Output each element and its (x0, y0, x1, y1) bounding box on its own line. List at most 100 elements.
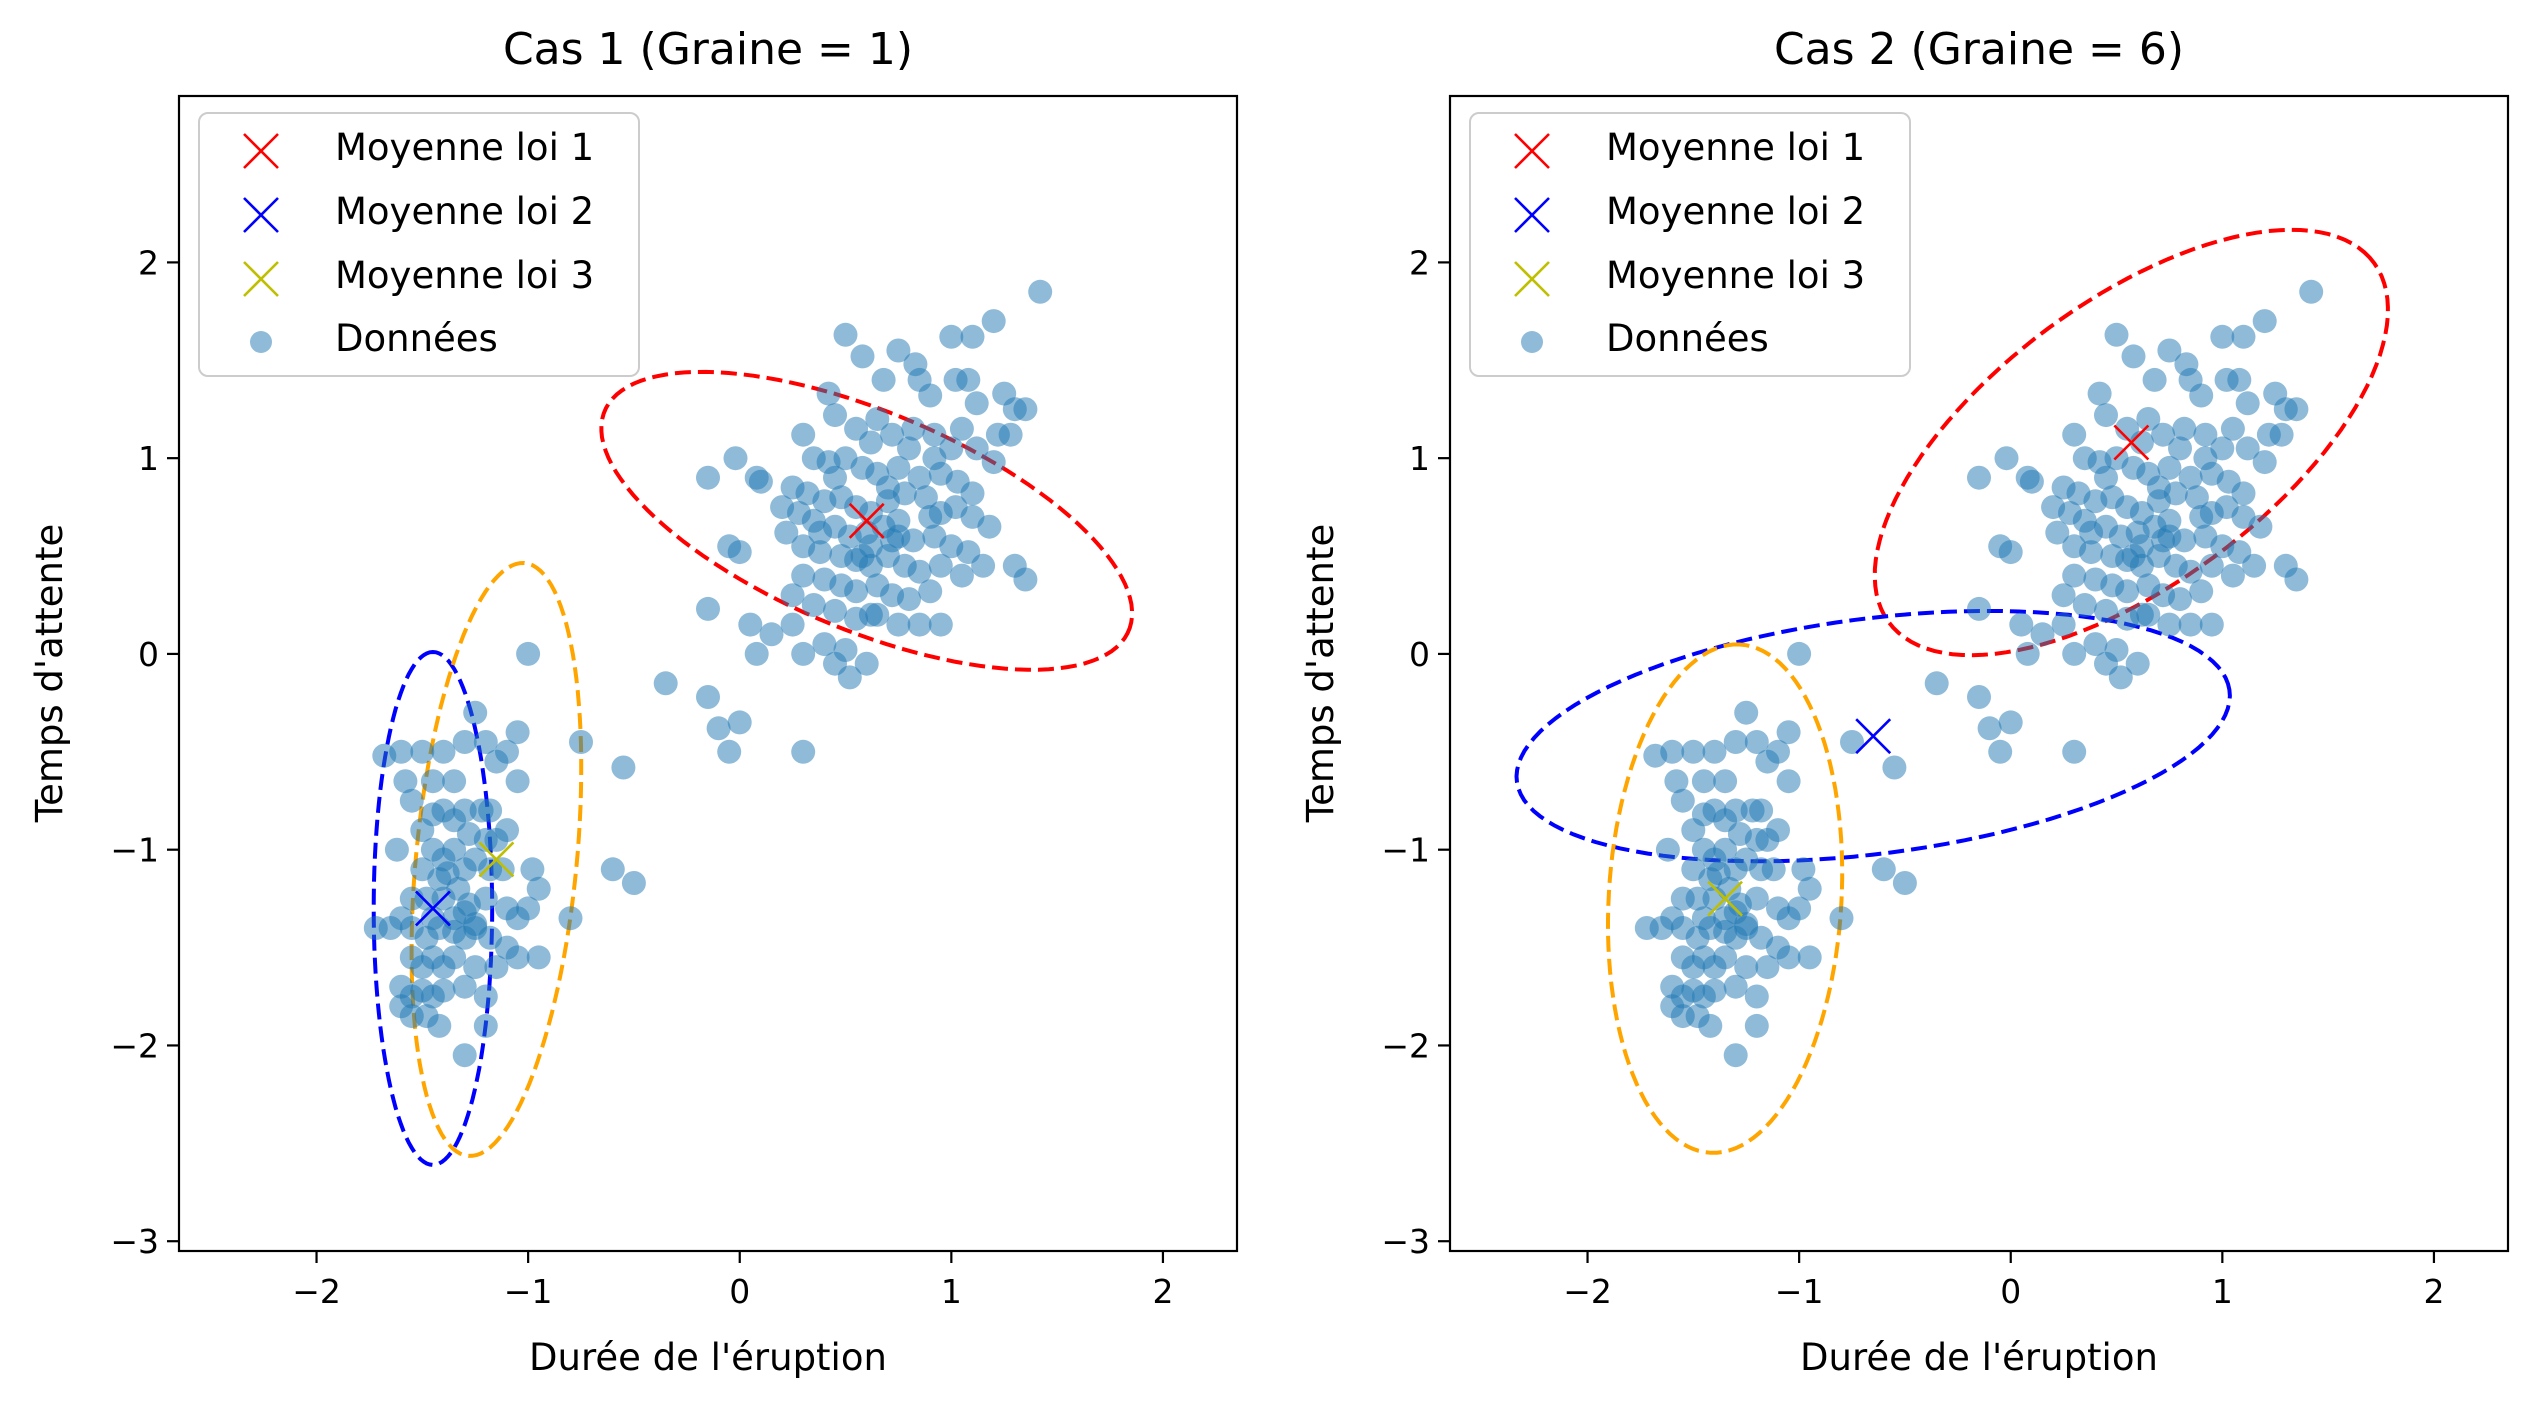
data-point (1840, 730, 1864, 754)
x-tick-label: 2 (2423, 1272, 2444, 1311)
data-point (2151, 528, 2176, 553)
data-point (484, 749, 509, 774)
data-point (2104, 322, 2129, 347)
chart-title: Cas 1 (Graine = 1) (503, 24, 913, 75)
data-point (1761, 857, 1786, 882)
data-point (875, 475, 900, 500)
data-point (1664, 769, 1689, 794)
data-point (2248, 514, 2273, 539)
data-point (516, 896, 541, 921)
data-point (1882, 755, 1907, 780)
x-tick-label: −2 (1563, 1272, 1612, 1311)
legend-markers (1514, 133, 1550, 353)
data-point (1702, 978, 1727, 1003)
data-point (901, 528, 926, 553)
plot-frame (1448, 94, 2510, 1253)
data-point (484, 827, 509, 852)
data-point (1013, 397, 1038, 422)
legend-box (198, 112, 640, 377)
legend: Moyenne loi 1 Moyenne loi 2 Moyenne loi … (198, 112, 640, 377)
data-point (928, 612, 953, 637)
data-point (2094, 465, 2118, 490)
data-point (774, 520, 799, 545)
data-point (372, 743, 397, 768)
y-tick-label: 2 (1409, 243, 1430, 282)
data-point (2252, 450, 2277, 475)
data-point (505, 720, 530, 745)
mean-marker-1-stroke-b (2113, 424, 2150, 461)
confidence-ellipse-1 (599, 369, 1134, 672)
data-point (2136, 602, 2161, 627)
data-point (939, 436, 964, 461)
data-point (738, 612, 763, 637)
y-axis-label: Temps d'attente (1299, 524, 1342, 823)
data-point (706, 716, 731, 741)
data-point (854, 651, 879, 676)
data-points (363, 279, 1053, 1068)
legend-marker-data (1521, 331, 1543, 353)
legend-marker-1 (243, 133, 279, 169)
data-point (1998, 710, 2023, 735)
mean-marker-2-stroke-b (1855, 718, 1892, 755)
data-point (1776, 720, 1801, 745)
data-point (2129, 430, 2154, 455)
data-point (865, 407, 890, 431)
data-point (1013, 567, 1038, 592)
data-point (442, 837, 467, 862)
y-tick-label: −2 (1381, 1026, 1430, 1065)
x-tick-label: 0 (729, 1272, 750, 1311)
data-point (960, 481, 985, 506)
data-point (2178, 612, 2203, 637)
data-point (1681, 739, 1706, 764)
data-point (2079, 540, 2104, 565)
data-point (2072, 593, 2097, 617)
x-tick-label: 2 (1152, 1272, 1173, 1311)
data-point (922, 422, 947, 447)
chart-title: Cas 2 (Graine = 6) (1774, 24, 2184, 75)
data-point (791, 563, 816, 588)
data-point (2019, 469, 2044, 494)
data-point (907, 559, 932, 584)
data-point (907, 465, 932, 490)
y-tick-label: 0 (138, 635, 159, 674)
data-point (1776, 945, 1801, 970)
data-point (2172, 528, 2197, 553)
data-point (431, 739, 456, 764)
data-point (2231, 324, 2256, 349)
data-point (520, 857, 545, 882)
data-point (1681, 818, 1706, 843)
data-point (427, 1013, 452, 1038)
data-point (2256, 422, 2281, 447)
data-point (2121, 344, 2146, 369)
mean-marker-3-stroke-b (1707, 880, 1743, 917)
plot-frame (177, 94, 1239, 1253)
confidence-ellipse-3 (1606, 642, 1845, 1155)
confidence-ellipse-1 (1872, 227, 2390, 658)
legend-label-mean-2: Moyenne loi 2 (335, 190, 594, 233)
data-point (971, 553, 996, 578)
data-point (2184, 485, 2209, 510)
data-point (1755, 827, 1780, 852)
data-point (791, 641, 816, 666)
data-point (414, 886, 439, 911)
data-point (1734, 955, 1759, 980)
data-point (2146, 475, 2171, 500)
data-point (977, 514, 1002, 539)
data-point (696, 685, 720, 709)
data-point (393, 769, 418, 794)
data-point (569, 730, 593, 754)
mean-marker-1-stroke-b (848, 502, 885, 539)
mean-marker-1 (2113, 424, 2150, 461)
data-point (1643, 743, 1668, 768)
data-point (886, 612, 911, 637)
data-point (2121, 544, 2146, 568)
y-tick-label: −1 (110, 831, 159, 870)
data-point (410, 818, 435, 843)
y-tick-label: −1 (1381, 831, 1430, 870)
data-point (1744, 886, 1769, 911)
data-point (452, 1043, 477, 1068)
data-point (1967, 465, 1991, 490)
axis-ticks (167, 261, 1165, 1263)
data-point (600, 857, 625, 882)
data-point (913, 485, 938, 510)
